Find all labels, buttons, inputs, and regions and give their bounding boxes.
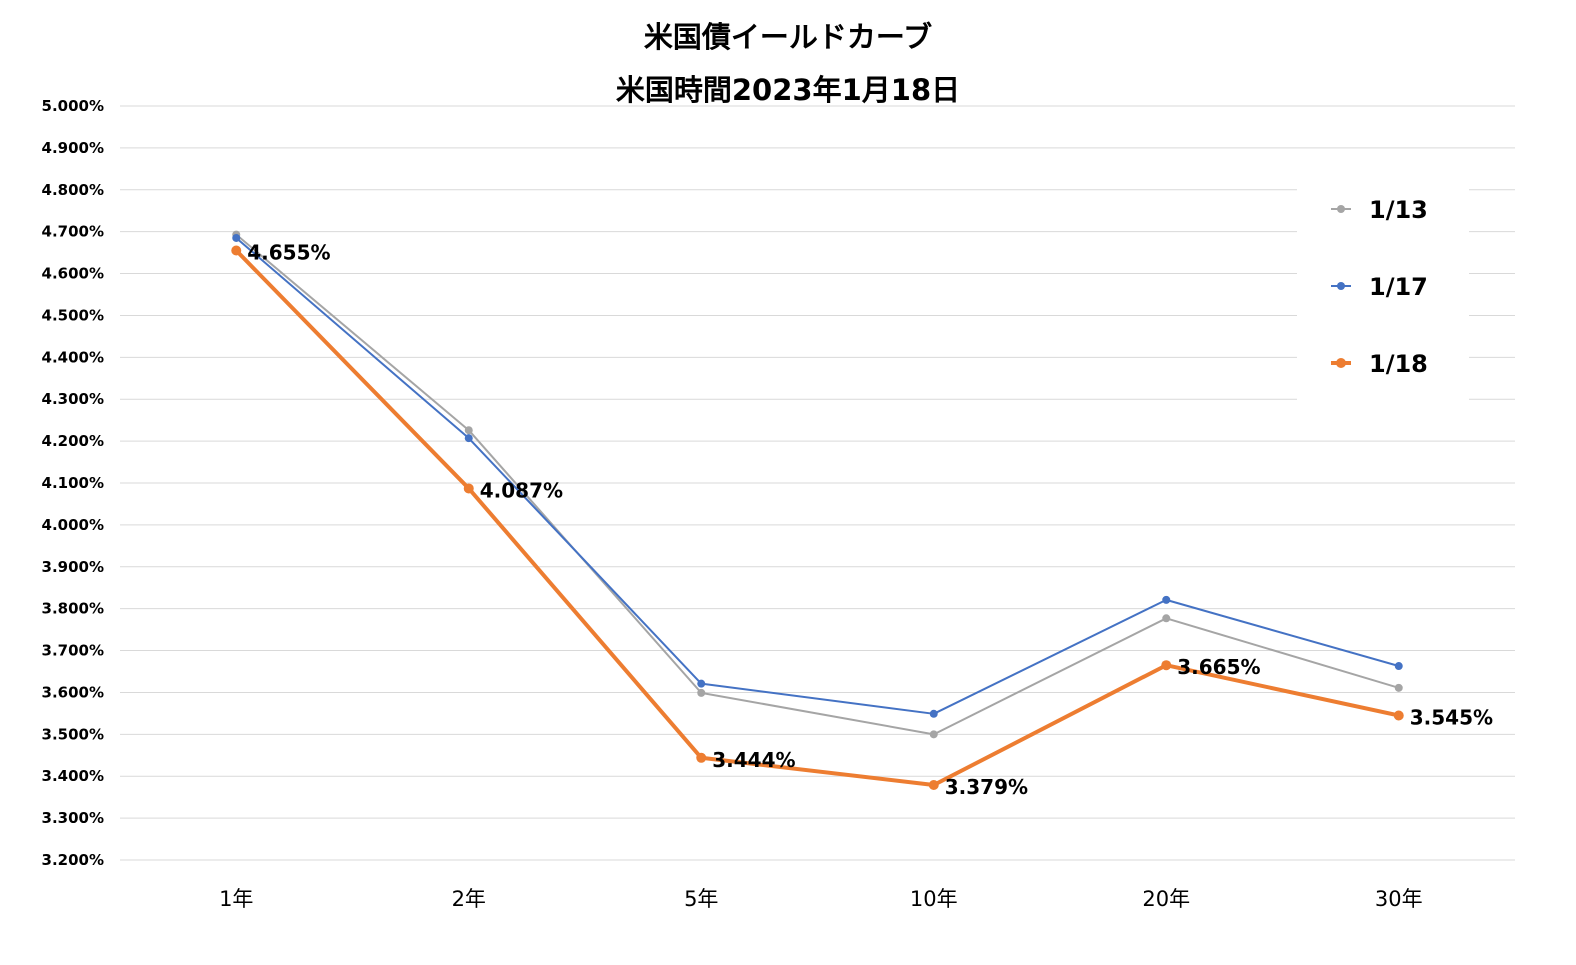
- y-tick-label: 4.700%: [42, 223, 104, 241]
- series-group: [231, 230, 1404, 791]
- series-line: [235, 237, 1400, 715]
- data-label: 3.545%: [1410, 705, 1493, 729]
- series-line: [235, 233, 1400, 736]
- series-line: [234, 249, 1400, 788]
- y-tick-label: 4.200%: [42, 432, 104, 450]
- legend-item: 1/18: [1331, 350, 1428, 378]
- y-tick-label: 4.100%: [42, 474, 104, 492]
- y-tick-label: 3.200%: [42, 851, 104, 869]
- data-point: [697, 688, 706, 697]
- y-tick-label: 3.500%: [42, 725, 104, 743]
- data-label: 3.665%: [1177, 655, 1260, 679]
- y-tick-label: 4.600%: [42, 265, 104, 283]
- data-point: [463, 483, 474, 494]
- y-axis-ticks: 3.200% 3.300% 3.400% 3.500% 3.600% 3.700% 3.80…: [42, 97, 104, 869]
- legend-label: 1/13: [1369, 196, 1428, 224]
- data-point: [1162, 614, 1171, 623]
- legend-box: [1297, 172, 1469, 402]
- data-point: [1162, 595, 1171, 604]
- data-point: [464, 426, 473, 435]
- data-label: 4.087%: [480, 478, 563, 502]
- x-tick-label: 5年: [684, 887, 718, 911]
- y-tick-label: 4.800%: [42, 181, 104, 199]
- data-point: [928, 780, 939, 791]
- data-label: 3.444%: [712, 748, 795, 772]
- data-point: [231, 245, 242, 256]
- legend: 1/13 1/17 1/18: [1297, 172, 1469, 402]
- data-point: [232, 233, 241, 242]
- x-tick-label: 1年: [219, 887, 253, 911]
- data-point: [464, 434, 473, 443]
- chart-subtitle: 米国時間2023年1月18日: [615, 73, 961, 107]
- legend-item: 1/13: [1331, 196, 1428, 224]
- legend-label: 1/17: [1369, 273, 1428, 301]
- legend-swatch-marker: [1337, 205, 1345, 213]
- y-tick-label: 3.400%: [42, 767, 104, 785]
- data-point: [696, 752, 707, 763]
- series-1-18: [231, 245, 1404, 791]
- data-point: [1393, 710, 1404, 721]
- legend-swatch-marker: [1337, 282, 1345, 290]
- data-labels: 4.655% 4.087% 3.444% 3.379% 3.665% 3.545%: [247, 241, 1493, 800]
- y-tick-label: 4.000%: [42, 516, 104, 534]
- data-point: [1394, 683, 1403, 692]
- gridlines: [120, 105, 1515, 861]
- legend-item: 1/17: [1331, 273, 1428, 301]
- y-tick-label: 3.300%: [42, 809, 104, 827]
- x-tick-label: 2年: [452, 887, 486, 911]
- data-point: [697, 679, 706, 688]
- y-tick-label: 3.800%: [42, 600, 104, 618]
- data-point: [1161, 660, 1172, 671]
- data-label: 3.379%: [945, 775, 1028, 799]
- x-axis-ticks: 1年 2年 5年 10年 20年 30年: [219, 887, 1423, 911]
- data-point: [929, 730, 938, 739]
- legend-label: 1/18: [1369, 350, 1428, 378]
- y-tick-label: 3.900%: [42, 558, 104, 576]
- y-tick-label: 4.300%: [42, 390, 104, 408]
- y-tick-label: 4.400%: [42, 348, 104, 366]
- x-tick-label: 20年: [1142, 887, 1190, 911]
- y-tick-label: 4.900%: [42, 139, 104, 157]
- data-point: [1394, 662, 1403, 671]
- y-tick-label: 3.700%: [42, 642, 104, 660]
- data-point: [929, 709, 938, 718]
- x-tick-label: 30年: [1375, 887, 1423, 911]
- y-tick-label: 4.500%: [42, 306, 104, 324]
- chart-title: 米国債イールドカーブ: [643, 20, 933, 54]
- y-tick-label: 5.000%: [42, 97, 104, 115]
- y-tick-label: 3.600%: [42, 683, 104, 701]
- series-1-17: [232, 233, 1403, 718]
- legend-swatch-marker: [1336, 358, 1346, 368]
- data-label: 4.655%: [247, 241, 330, 265]
- x-tick-label: 10年: [910, 887, 958, 911]
